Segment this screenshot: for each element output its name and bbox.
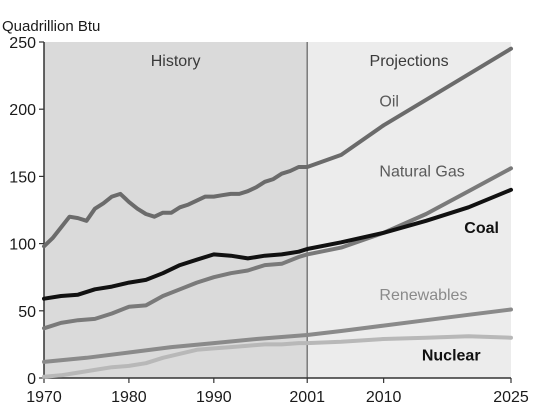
y-tick-label: 100 (9, 237, 36, 254)
series-label-renewables: Renewables (379, 287, 467, 304)
series-line-renewables (42, 307, 513, 364)
y-tick-label: 250 (9, 35, 36, 52)
series-label-nuclear: Nuclear (422, 348, 481, 365)
series-label-oil: Oil (379, 94, 399, 111)
y-tick-label: 0 (27, 371, 36, 388)
y-axis-unit-label: Quadrillion Btu (2, 18, 100, 35)
x-tick-label: 1980 (111, 389, 147, 406)
y-tick-label: 150 (9, 169, 36, 186)
region-label-history: History (151, 53, 201, 70)
region-label-projections: Projections (370, 53, 449, 70)
series-label-coal: Coal (464, 220, 499, 237)
series-line-coal (42, 187, 513, 301)
y-tick-label: 200 (9, 102, 36, 119)
series-line-natural-gas (42, 166, 513, 331)
x-tick-label: 2010 (366, 389, 402, 406)
x-tick-label: 1990 (196, 389, 232, 406)
series-label-natural-gas: Natural Gas (379, 163, 464, 180)
series-line-oil (42, 46, 513, 249)
x-tick-label: 2001 (289, 389, 325, 406)
y-tick-label: 50 (18, 304, 36, 321)
region-projections-shade (307, 42, 511, 378)
series-line-nuclear (42, 334, 513, 379)
x-tick-label: 2025 (493, 389, 529, 406)
x-tick-label: 1970 (26, 389, 62, 406)
